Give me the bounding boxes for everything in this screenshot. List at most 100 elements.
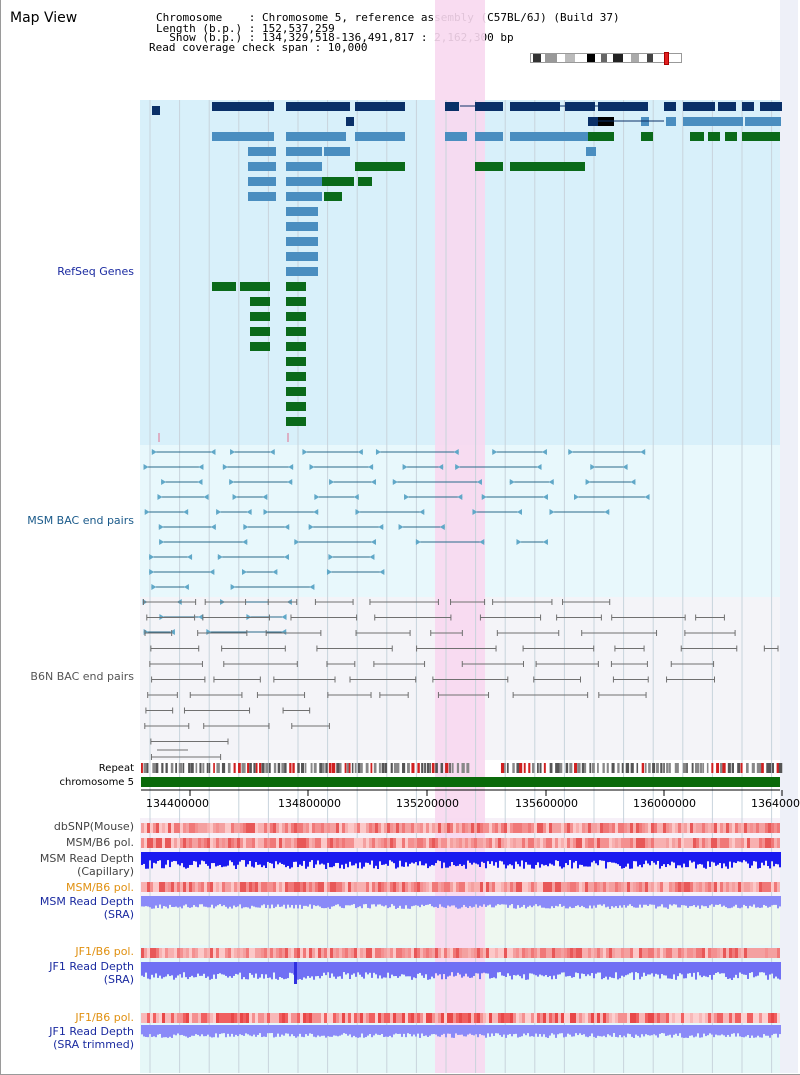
jf1-depth-trim-bar (213, 1025, 215, 1038)
jf1-depth-trim-bar (375, 1025, 377, 1034)
msm-pol-strip (438, 838, 441, 848)
msm-pol-strip (522, 838, 525, 848)
refseq-gene-block (745, 117, 781, 126)
msm-depth-cap-bar (385, 852, 387, 864)
dbsnp-strip (177, 823, 180, 833)
jf1-depth-sra-bar (737, 962, 739, 979)
jf1-pol-strip (603, 948, 606, 958)
msm-depth-sra-bar (527, 896, 529, 907)
msm-bac-end (568, 449, 574, 455)
chromosome-ideogram[interactable] (530, 52, 682, 65)
msm-depth-cap-bar (567, 852, 569, 866)
jf1-pol-trim-strip (162, 1013, 165, 1023)
dbsnp-strip (450, 823, 453, 833)
msm-depth-sra-bar (599, 896, 601, 905)
msm-depth-cap-bar (345, 852, 347, 864)
msm-depth-cap-bar (183, 852, 185, 868)
jf1-depth-trim-bar (327, 1025, 329, 1037)
msm-depth-sra-bar (419, 896, 421, 908)
msm-bac-end (379, 569, 385, 575)
msm-pol-sra-strip (603, 882, 606, 892)
msm-depth-sra-bar (711, 896, 713, 905)
msm-depth-sra-bar (277, 896, 279, 905)
jf1-depth-trim-bar (615, 1025, 617, 1037)
msm-pol-strip (612, 838, 615, 848)
msm-pol-sra-strip (441, 882, 444, 892)
msm-pol-sra-strip (642, 882, 645, 892)
msm-pol-strip (726, 838, 729, 848)
jf1-depth-sra-bar (759, 962, 761, 973)
dbsnp-strip (693, 823, 696, 833)
msm-pol-strip (309, 838, 312, 848)
msm-pol-strip (198, 838, 201, 848)
jf1-pol-strip (699, 948, 702, 958)
msm-depth-cap-bar (487, 852, 489, 862)
dbsnp-strip (324, 823, 327, 833)
jf1-depth-sra-bar (403, 962, 405, 975)
dbsnp-strip (453, 823, 456, 833)
jf1-depth-trim-bar (437, 1025, 439, 1037)
jf1-depth-trim-bar (237, 1025, 239, 1037)
msm-depth-cap-bar (145, 852, 147, 869)
msm-depth-sra-bar (167, 896, 169, 909)
dbsnp-strip (321, 823, 324, 833)
msm-pol-sra-strip (225, 882, 228, 892)
jf1-depth-trim-bar (331, 1025, 333, 1037)
jf1-pol-trim-strip (213, 1013, 216, 1023)
msm-depth-sra-bar (543, 896, 545, 908)
jf1-depth-sra-bar (385, 962, 387, 978)
jf1-depth-trim-bar (201, 1025, 203, 1035)
msm-pol-strip (282, 838, 285, 848)
msm-depth-sra-bar (237, 896, 239, 907)
jf1-depth-sra-bar (161, 962, 163, 979)
jf1-pol-trim-strip (237, 1013, 240, 1023)
jf1-depth-trim-bar (321, 1025, 323, 1036)
jf1-depth-sra-bar (711, 962, 713, 980)
repeat-mark (691, 763, 694, 773)
jf1-depth-trim-bar (161, 1025, 163, 1038)
msm-bac-end (229, 479, 235, 485)
msm-pol-strip (630, 838, 633, 848)
msm-depth-cap-bar (585, 852, 587, 867)
msm-pol-sra-strip (522, 882, 525, 892)
msm-bac-end (159, 539, 165, 545)
msm-pol-sra-strip (159, 882, 162, 892)
jf1-depth-trim-bar (619, 1025, 621, 1036)
dbsnp-strip (735, 823, 738, 833)
dbsnp-strip (681, 823, 684, 833)
dbsnp-strip (555, 823, 558, 833)
msm-depth-sra-bar (331, 896, 333, 907)
selected-region-highlight[interactable] (435, 0, 485, 1073)
jf1-pol-strip (204, 948, 207, 958)
msm-pol-sra-strip (543, 882, 546, 892)
msm-depth-sra-bar (291, 896, 293, 906)
refseq-gene-block (358, 177, 372, 186)
jf1-depth-sra-bar (651, 962, 653, 974)
jf1-pol-strip (345, 948, 348, 958)
msm-pol-strip (741, 838, 744, 848)
jf1-pol-trim-strip (549, 1013, 552, 1023)
msm-depth-sra-bar (541, 896, 543, 908)
msm-pol-sra-strip (573, 882, 576, 892)
jf1-pol-strip (495, 948, 498, 958)
jf1-depth-sra-bar (441, 962, 443, 980)
jf1-pol-strip (255, 948, 258, 958)
msm-pol-sra-strip (507, 882, 510, 892)
msm-depth-sra-bar (257, 896, 259, 908)
msm-depth-sra-bar (749, 896, 751, 906)
repeat-mark (195, 763, 198, 773)
refseq-gene-block (286, 237, 318, 246)
msm-pol-sra-strip (687, 882, 690, 892)
msm-pol-strip (564, 838, 567, 848)
jf1-pol-strip (612, 948, 615, 958)
jf1-depth-trim-bar (337, 1025, 339, 1037)
jf1-pol-strip (516, 948, 519, 958)
msm-depth-cap-bar (157, 852, 159, 861)
jf1-pol-strip (567, 948, 570, 958)
dbsnp-strip (165, 823, 168, 833)
repeat-mark (591, 763, 595, 773)
msm-depth-cap-bar (397, 852, 399, 868)
jf1-depth-trim-bar (493, 1025, 495, 1036)
refseq-gene-block (510, 102, 560, 111)
